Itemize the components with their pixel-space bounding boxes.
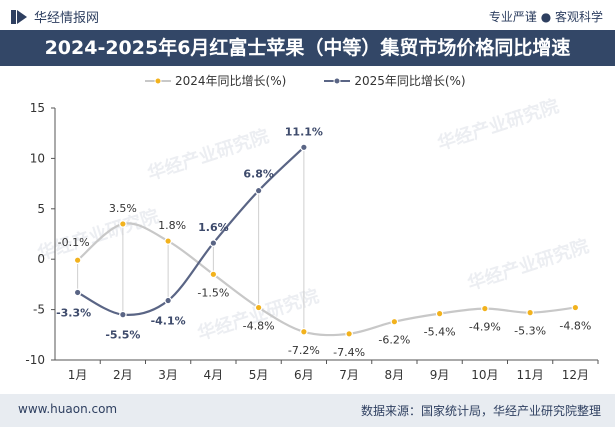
data-point[interactable]	[345, 329, 353, 338]
y-tick-label: 10	[30, 151, 45, 165]
x-tick-label: 4月	[204, 368, 224, 382]
x-tick-label: 10月	[471, 368, 498, 382]
watermark-text: 华经产业研究院	[435, 95, 562, 155]
data-label: -5.3%	[514, 325, 546, 338]
data-label: -3.3%	[56, 306, 91, 319]
data-label: 1.6%	[198, 221, 229, 234]
data-point[interactable]	[119, 310, 127, 319]
x-tick-label: 8月	[385, 368, 405, 382]
watermark-text: 华经产业研究院	[35, 205, 162, 265]
x-tick-label: 6月	[294, 368, 314, 382]
data-label: -4.8%	[243, 320, 275, 333]
data-point[interactable]	[209, 270, 218, 279]
x-tick-label: 3月	[158, 368, 178, 382]
legend-item-2025[interactable]: 2025年同比增长(%)	[324, 72, 466, 89]
legend-label-2024: 2024年同比增长(%)	[175, 74, 287, 88]
data-label: -5.5%	[105, 329, 140, 342]
legend-label-2025: 2025年同比增长(%)	[354, 74, 466, 88]
brand-name: 华经情报网	[34, 11, 100, 26]
data-point[interactable]	[390, 317, 399, 326]
legend-swatch-2024	[145, 77, 171, 84]
data-point[interactable]	[526, 308, 534, 317]
data-point[interactable]	[119, 220, 127, 228]
chart-title: 2024-2025年6月红富士苹果（中等）集贸市场价格同比增速	[0, 30, 615, 66]
data-point[interactable]	[435, 309, 444, 318]
data-label: -5.4%	[424, 326, 456, 339]
line-chart-plot: 华经产业研究院华经产业研究院华经产业研究院华经产业研究院华经产业研究院-10-5…	[25, 95, 599, 382]
data-point[interactable]	[73, 256, 82, 265]
data-point[interactable]	[571, 303, 580, 312]
data-label: -1.5%	[197, 286, 229, 299]
brand-logo: 华经情报网	[10, 7, 99, 26]
data-label: -6.2%	[378, 334, 410, 347]
tagline: 专业严谨 ● 客观科学	[488, 10, 603, 24]
data-point[interactable]	[209, 239, 218, 247]
x-tick-label: 7月	[339, 368, 359, 382]
y-tick-label: 5	[37, 202, 45, 216]
data-point[interactable]	[481, 304, 489, 313]
y-tick-label: 0	[37, 252, 45, 266]
x-tick-label: 5月	[249, 368, 269, 382]
watermark-text: 华经产业研究院	[465, 235, 592, 295]
data-point[interactable]	[254, 303, 263, 312]
footer-url[interactable]: www.huaon.com	[18, 402, 118, 416]
data-label: 6.8%	[243, 168, 274, 181]
x-tick-label: 1月	[68, 368, 88, 382]
data-label: -4.8%	[559, 320, 591, 333]
y-tick-label: 15	[30, 101, 45, 115]
brand-logo-icon	[11, 9, 27, 24]
data-point[interactable]	[300, 143, 308, 152]
legend-item-2024[interactable]: 2024年同比增长(%)	[145, 72, 286, 89]
chart-legend: 2024年同比增长(%) 2025年同比增长(%)	[145, 72, 504, 89]
legend-swatch-2025	[324, 77, 351, 84]
y-tick-label: -5	[33, 303, 45, 317]
data-label: -7.2%	[288, 344, 320, 357]
footer-bar: www.huaon.com 数据来源：国家统计局，华经产业研究院整理	[0, 394, 615, 427]
top-bar: 华经情报网 专业严谨 ● 客观科学	[0, 0, 615, 30]
y-tick-label: -10	[25, 353, 45, 367]
data-label: 1.8%	[158, 219, 186, 232]
data-point[interactable]	[164, 296, 172, 305]
data-label: -7.4%	[333, 346, 365, 359]
footer-source: 数据来源：国家统计局，华经产业研究院整理	[360, 404, 601, 418]
x-tick-label: 2月	[113, 368, 133, 382]
x-tick-label: 11月	[516, 368, 543, 382]
data-point[interactable]	[73, 288, 82, 297]
x-tick-label: 12月	[562, 368, 589, 382]
data-point[interactable]	[164, 237, 172, 245]
x-tick-label: 9月	[430, 368, 450, 382]
data-label: 11.1%	[285, 125, 323, 138]
data-label: -4.1%	[151, 315, 186, 328]
data-point[interactable]	[300, 327, 308, 336]
data-label: -0.1%	[58, 236, 90, 249]
data-point[interactable]	[254, 186, 263, 195]
data-label: 3.5%	[109, 202, 137, 215]
data-label: -4.9%	[469, 321, 501, 334]
